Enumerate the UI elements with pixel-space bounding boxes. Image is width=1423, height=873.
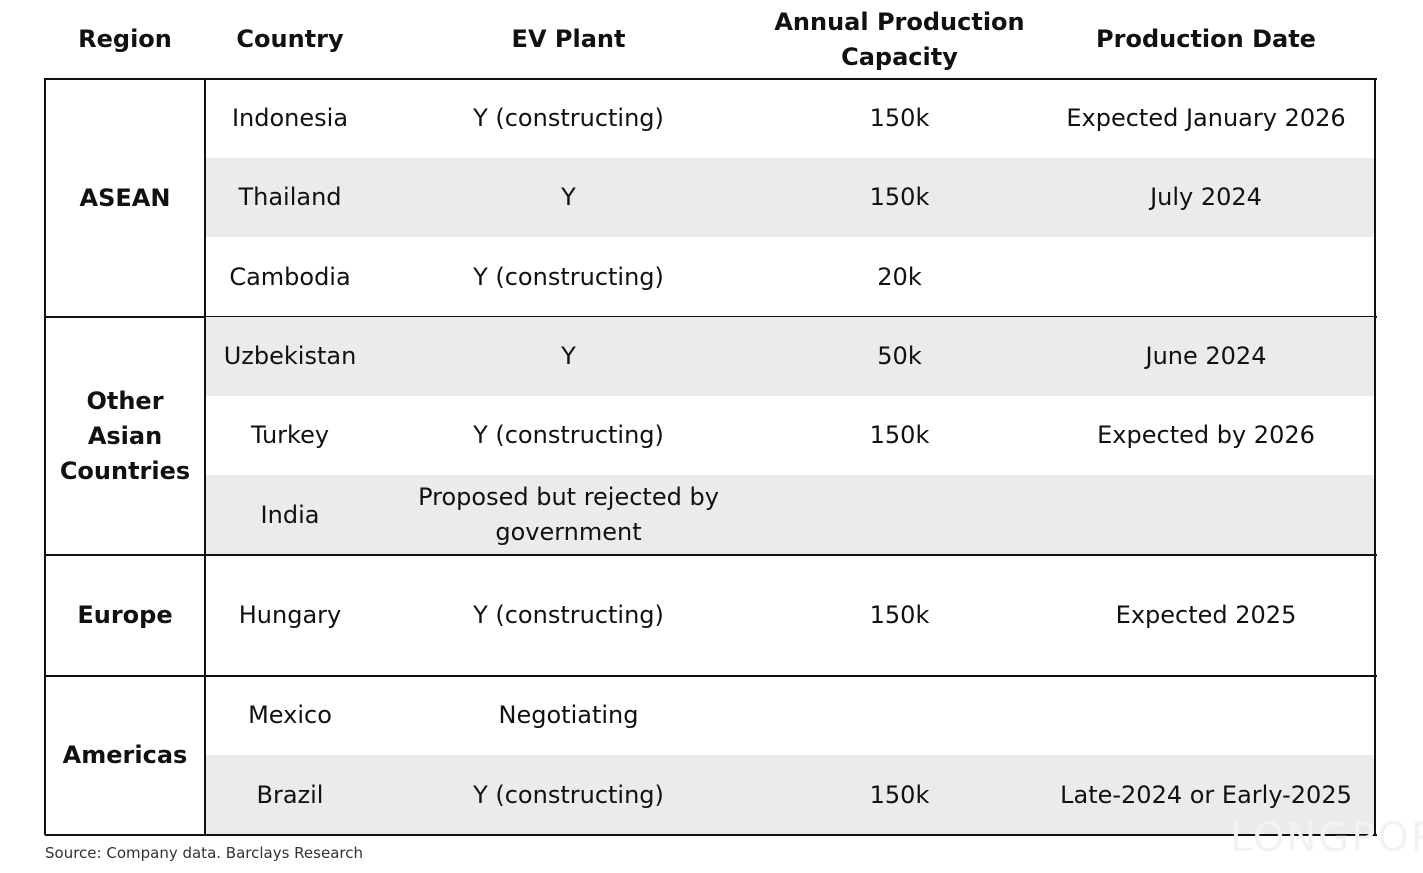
table-cell: Y (constructing) xyxy=(473,780,664,809)
table-cell: 150k xyxy=(869,780,930,809)
border xyxy=(45,78,1377,80)
table-cell: July 2024 xyxy=(1150,183,1262,211)
table-cell: Late-2024 or Early-2025 xyxy=(1060,780,1352,809)
table-cell: 50k xyxy=(877,342,922,370)
row-shade xyxy=(205,158,1375,237)
table-cell: Mexico xyxy=(248,701,332,729)
table-cell: Y (constructing) xyxy=(473,262,664,291)
row-shade xyxy=(205,755,1375,835)
border xyxy=(44,78,46,835)
source-note: Source: Company data. Barclays Research xyxy=(45,844,363,862)
table-cell: 150k xyxy=(869,104,930,132)
table-cell: Expected 2025 xyxy=(1115,601,1297,629)
row-shade xyxy=(205,317,1375,396)
table-cell: Turkey xyxy=(250,421,330,449)
table-cell: Expected January 2026 xyxy=(1066,104,1346,132)
column-header: Annual Production Capacity xyxy=(774,7,1025,71)
table-cell: Uzbekistan xyxy=(223,342,357,370)
border xyxy=(45,834,1377,836)
column-header: Region xyxy=(78,25,172,53)
watermark: LONGPORT xyxy=(1230,815,1423,861)
table-cell: India xyxy=(260,500,320,529)
table-cell: 20k xyxy=(877,262,922,291)
table-cell: June 2024 xyxy=(1145,342,1267,370)
table-cell: Negotiating xyxy=(498,701,639,729)
region-cell: Other Asian Countries xyxy=(59,386,191,485)
border xyxy=(45,675,1377,677)
table-cell: Indonesia xyxy=(231,104,349,132)
table-cell: Proposed but rejected by government xyxy=(418,483,719,546)
border xyxy=(204,78,206,835)
column-header: EV Plant xyxy=(511,25,626,53)
table-cell: Expected by 2026 xyxy=(1097,421,1315,449)
row-shade xyxy=(205,475,1375,555)
column-header: Production Date xyxy=(1096,25,1316,53)
table-cell: Cambodia xyxy=(229,262,351,291)
region-cell: Europe xyxy=(77,601,173,629)
table-cell: Brazil xyxy=(256,780,324,809)
border xyxy=(45,554,1377,556)
column-header: Country xyxy=(236,25,344,53)
table-cell: 150k xyxy=(869,421,930,449)
table-cell: Y xyxy=(561,183,576,211)
table-cell: Thailand xyxy=(238,183,342,211)
region-cell: Americas xyxy=(62,741,188,769)
table-cell: Y (constructing) xyxy=(473,421,664,449)
table-cell: 150k xyxy=(869,183,930,211)
table-cell: Y (constructing) xyxy=(473,601,664,629)
table-cell: Y (constructing) xyxy=(473,104,664,132)
table-cell: Y xyxy=(561,342,576,370)
region-cell: ASEAN xyxy=(79,183,171,212)
table-cell: 150k xyxy=(869,601,930,629)
border xyxy=(1374,78,1376,835)
table-cell: Hungary xyxy=(238,601,342,629)
